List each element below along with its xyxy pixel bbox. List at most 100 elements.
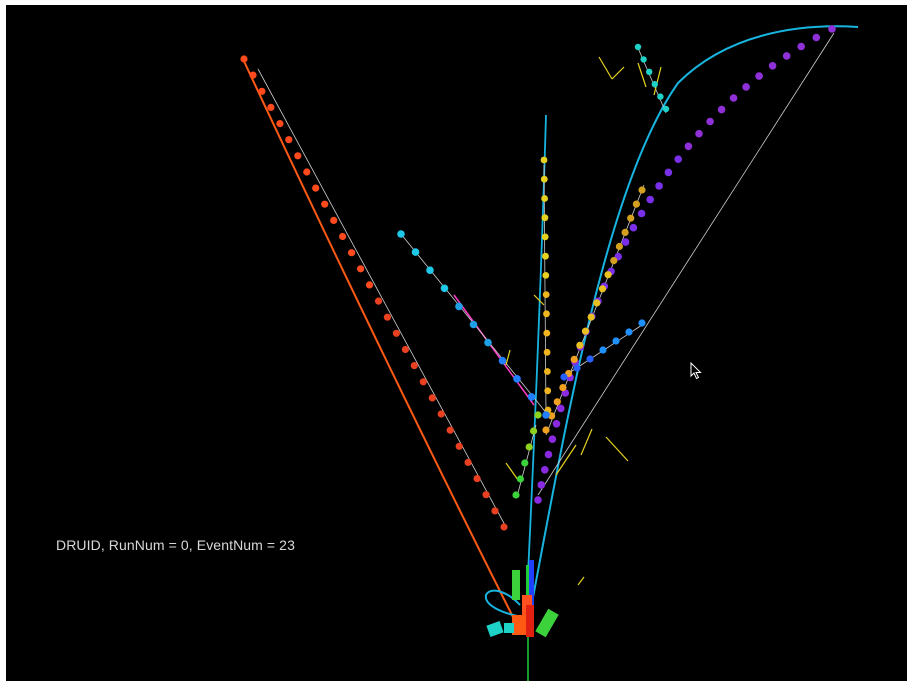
track-teal-hit	[646, 68, 653, 75]
track-yellow-hit	[542, 252, 549, 260]
track-cyan-blue-hit	[527, 393, 536, 401]
track-cyan-blue-hit	[426, 266, 434, 275]
track-amber-hit	[627, 214, 635, 222]
orange-helix-track	[241, 56, 519, 628]
track-purple-hit	[674, 155, 682, 163]
track-orange-hit	[357, 265, 365, 273]
cyan-vertex-loop	[484, 589, 523, 618]
track-yellow-hit	[541, 233, 549, 241]
track-orange-hit	[348, 249, 356, 257]
track-amber-hit	[632, 200, 641, 208]
track-teal-hit	[634, 43, 642, 51]
track-purple-hit	[621, 238, 630, 246]
event-info-label: DRUID, RunNum = 0, EventNum = 23	[56, 537, 295, 553]
track-orange-hit	[383, 313, 391, 321]
track-orange-hit	[455, 442, 463, 450]
track-purple-hit	[629, 223, 638, 232]
track-teal-hit	[657, 93, 664, 100]
track-orange-hit	[303, 168, 311, 176]
track-orange-hit	[392, 329, 400, 337]
track-purple-hit	[655, 182, 663, 190]
track-yellow-hit	[542, 291, 550, 298]
track-purple-hit	[755, 72, 763, 80]
track-yellow-hit	[543, 348, 551, 356]
track-yellow-hit	[542, 272, 550, 279]
track-amber-hit	[621, 228, 629, 236]
track-orange-hit	[401, 345, 409, 354]
track-purple-hit	[695, 129, 703, 138]
track-cyan-blue-hit	[484, 338, 492, 347]
track-amber-hit	[542, 426, 550, 434]
track-purple-hit	[742, 83, 750, 91]
track-purple-hit	[797, 42, 805, 51]
track-yellow-hit	[544, 368, 551, 375]
track-purple-hit	[664, 168, 673, 177]
track-cyan-blue-hit	[440, 284, 449, 293]
track-yellow-hit	[540, 156, 548, 164]
track-blue-hit	[560, 373, 568, 381]
track-orange-hit	[374, 297, 383, 305]
track-purple-hit	[729, 94, 738, 102]
track-purple-hit	[646, 195, 654, 204]
track-amber-hit	[610, 257, 618, 265]
track-cyan-blue-hit	[397, 230, 405, 238]
track-purple-hit	[768, 62, 777, 70]
track-amber-hit	[593, 299, 601, 307]
track-purple-hit	[637, 209, 646, 218]
track-orange-hit	[365, 281, 374, 289]
track-purple-hit	[812, 33, 821, 42]
event-scene[interactable]	[6, 5, 907, 681]
track-cyan-blue-hit	[542, 411, 550, 419]
track-orange-hit	[446, 426, 454, 434]
yellow-short-segments	[505, 56, 662, 586]
track-teal-hit	[640, 56, 647, 63]
track-purple-hit	[684, 142, 693, 151]
track-blue-hit	[612, 337, 620, 345]
track-amber-hit	[638, 186, 646, 194]
track-orange-hit	[473, 475, 481, 483]
track-amber-hit	[581, 327, 590, 335]
event-display-canvas[interactable]: DRUID, RunNum = 0, EventNum = 23	[6, 5, 907, 681]
track-amber-hit	[615, 242, 624, 251]
track-amber-hit	[576, 341, 584, 349]
track-orange-hit	[464, 458, 472, 466]
vertex-clusters	[486, 560, 559, 638]
track-orange-hit	[339, 232, 347, 241]
track-amber-hit	[570, 355, 578, 363]
track-cyan-blue-hit	[411, 248, 420, 256]
track-amber-hit	[559, 384, 567, 392]
track-blue-hit	[638, 319, 646, 327]
track-blue-hit	[573, 364, 581, 372]
track-cyan-blue-hit	[469, 320, 478, 329]
track-orange-hit	[437, 410, 445, 418]
track-yellow-hit	[544, 387, 552, 395]
track-purple-hit	[544, 450, 553, 459]
track-teal-hit	[651, 81, 658, 88]
magenta-track	[453, 294, 535, 406]
track-orange-hit	[276, 120, 284, 128]
track-green-hit	[530, 427, 538, 435]
track-purple-hit	[557, 404, 565, 413]
track-purple-hit	[706, 117, 714, 126]
track-orange-hit	[410, 362, 418, 370]
track-orange-hit	[294, 152, 302, 160]
track-orange-hit	[312, 184, 320, 192]
track-yellow-hit	[543, 329, 551, 337]
track-orange-hit	[321, 200, 329, 208]
track-purple-hit	[552, 420, 561, 428]
track-orange-hit	[482, 491, 490, 499]
track-teal-hit	[662, 105, 670, 113]
track-yellow-hit	[540, 175, 548, 183]
track-purple-hit	[828, 25, 836, 33]
track-orange-hit	[285, 136, 293, 144]
track-yellow-hit	[541, 214, 549, 222]
track-amber-hit	[598, 285, 607, 293]
track-yellow-hit	[541, 195, 548, 202]
track-purple-hit	[541, 466, 549, 474]
track-orange-hit	[330, 216, 338, 224]
track-blue-hit	[586, 355, 594, 363]
track-orange-hit	[500, 523, 508, 531]
track-orange-hit	[267, 103, 275, 111]
track-hits	[240, 25, 836, 531]
track-green-hit	[516, 475, 524, 483]
